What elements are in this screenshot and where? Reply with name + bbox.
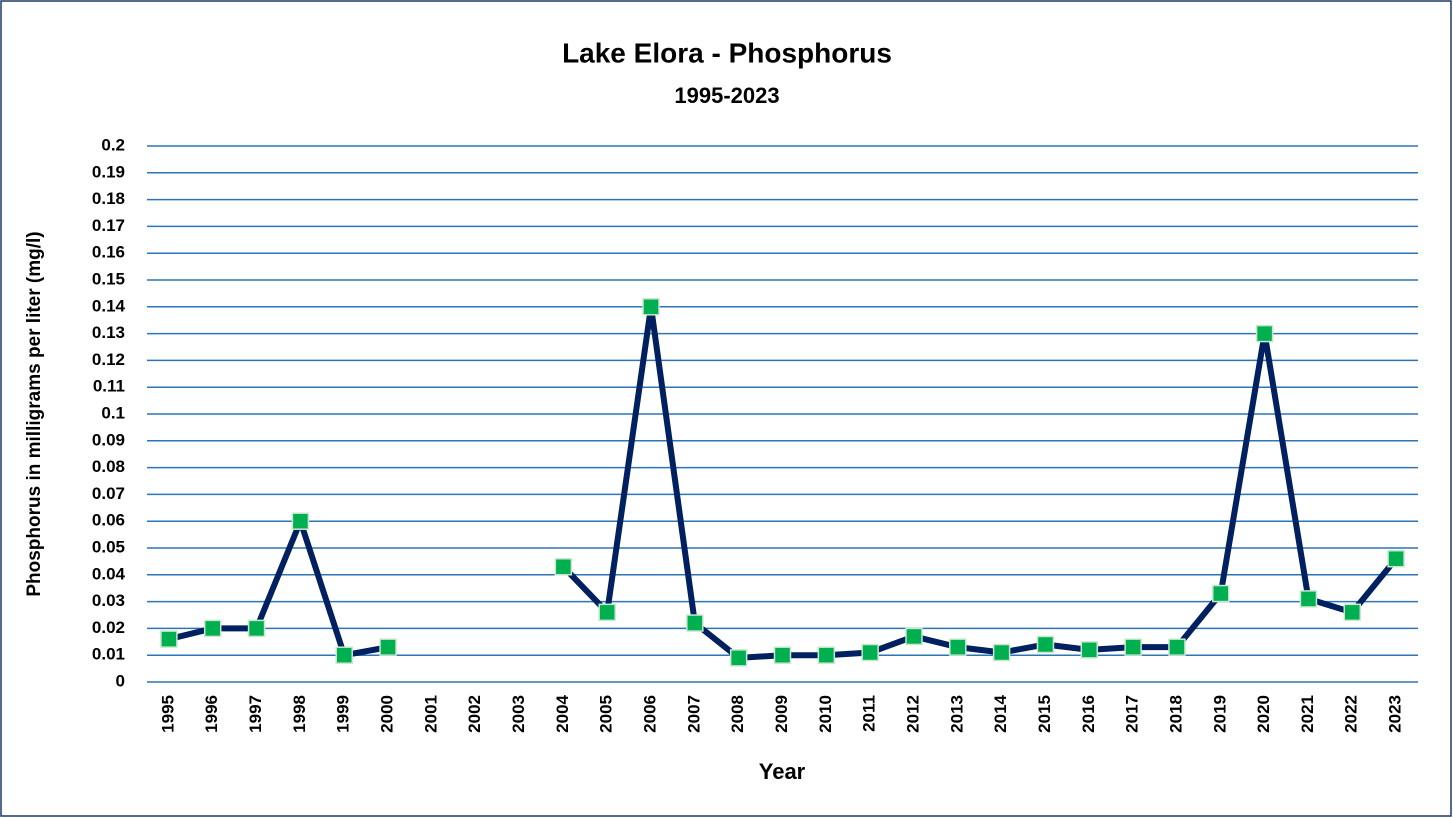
x-axis-label: Year [759, 759, 806, 784]
x-tick-label: 2017 [1123, 695, 1142, 733]
y-tick-label: 0.1 [101, 403, 125, 422]
x-tick-label: 2014 [991, 694, 1010, 732]
x-tick-label: 2010 [816, 695, 835, 733]
y-tick-label: 0.02 [92, 618, 125, 637]
chart-subtitle: 1995-2023 [674, 83, 779, 108]
data-point [1255, 324, 1274, 343]
x-tick-label: 2000 [378, 695, 397, 733]
y-tick-label: 0.2 [101, 135, 125, 154]
x-tick-label: 2012 [903, 695, 922, 733]
x-tick-label: 2015 [1035, 695, 1054, 733]
data-point [291, 512, 310, 530]
x-tick-label: 1998 [290, 695, 309, 733]
data-point [817, 646, 836, 664]
x-tick-label: 2003 [509, 695, 528, 733]
data-point [598, 603, 616, 622]
y-tick-label: 0.18 [92, 189, 125, 208]
data-point [1343, 603, 1362, 622]
x-tick-label: 2020 [1254, 695, 1273, 733]
y-axis-label: Phosphorus in milligrams per liter (mg/l… [24, 231, 45, 596]
x-tick-label: 1995 [158, 695, 177, 733]
y-tick-label: 0.01 [92, 645, 125, 664]
chart-title: Lake Elora - Phosphorus [562, 37, 892, 68]
x-tick-label: 1999 [334, 695, 353, 733]
data-point [686, 614, 704, 632]
x-tick-label: 2021 [1298, 695, 1317, 733]
x-tick-label: 1996 [202, 695, 221, 733]
y-tick-label: 0.19 [92, 162, 125, 181]
x-tick-label: 2019 [1210, 695, 1229, 733]
data-point [1124, 638, 1142, 656]
data-point [861, 643, 879, 662]
x-tick-label: 2011 [860, 695, 879, 732]
y-tick-label: 0.03 [92, 591, 125, 610]
x-tick-label: 2016 [1079, 695, 1098, 733]
data-point [335, 646, 353, 664]
data-point [729, 649, 748, 667]
x-tick-label: 2002 [465, 695, 484, 733]
x-tick-label: 2005 [597, 695, 616, 733]
y-tick-label: 0.16 [92, 243, 125, 262]
x-tick-label: 2008 [728, 695, 747, 733]
y-tick-label: 0.05 [92, 537, 125, 556]
y-tick-label: 0.15 [92, 269, 125, 288]
data-point [949, 638, 967, 656]
x-tick-label: 1997 [246, 695, 265, 733]
y-tick-label: 0.04 [92, 564, 126, 583]
data-point [554, 558, 573, 576]
data-point [773, 646, 792, 664]
data-point [1299, 590, 1318, 608]
y-tick-label: 0.14 [92, 296, 126, 315]
data-point [992, 643, 1011, 662]
data-point [1387, 549, 1405, 568]
y-tick-label: 0.12 [92, 350, 125, 369]
y-tick-label: 0.09 [92, 430, 125, 449]
x-tick-label: 2006 [641, 695, 660, 733]
x-tick-label: 2004 [553, 694, 572, 732]
x-tick-label: 2022 [1342, 695, 1361, 733]
x-tick-label: 2001 [421, 695, 440, 733]
y-tick-label: 0.17 [92, 216, 125, 235]
data-point [1036, 635, 1055, 654]
y-tick-label: 0.07 [92, 484, 125, 503]
y-tick-label: 0.06 [92, 511, 125, 530]
y-tick-label: 0.08 [92, 457, 125, 476]
data-point [1168, 638, 1186, 656]
y-tick-label: 0 [116, 671, 125, 690]
data-point [1080, 641, 1099, 659]
x-tick-label: 2023 [1386, 695, 1405, 733]
x-tick-label: 2018 [1166, 695, 1185, 733]
x-tick-label: 2007 [684, 695, 703, 733]
y-tick-label: 0.13 [92, 323, 125, 342]
data-point [905, 627, 923, 646]
data-point [247, 619, 266, 638]
data-point [160, 630, 178, 648]
data-point [1212, 584, 1230, 603]
data-point [203, 619, 222, 638]
y-tick-label: 0.11 [93, 377, 125, 396]
x-tick-label: 2013 [947, 695, 966, 733]
x-tick-label: 2009 [772, 695, 791, 733]
data-point [642, 298, 660, 316]
data-point [379, 638, 397, 656]
